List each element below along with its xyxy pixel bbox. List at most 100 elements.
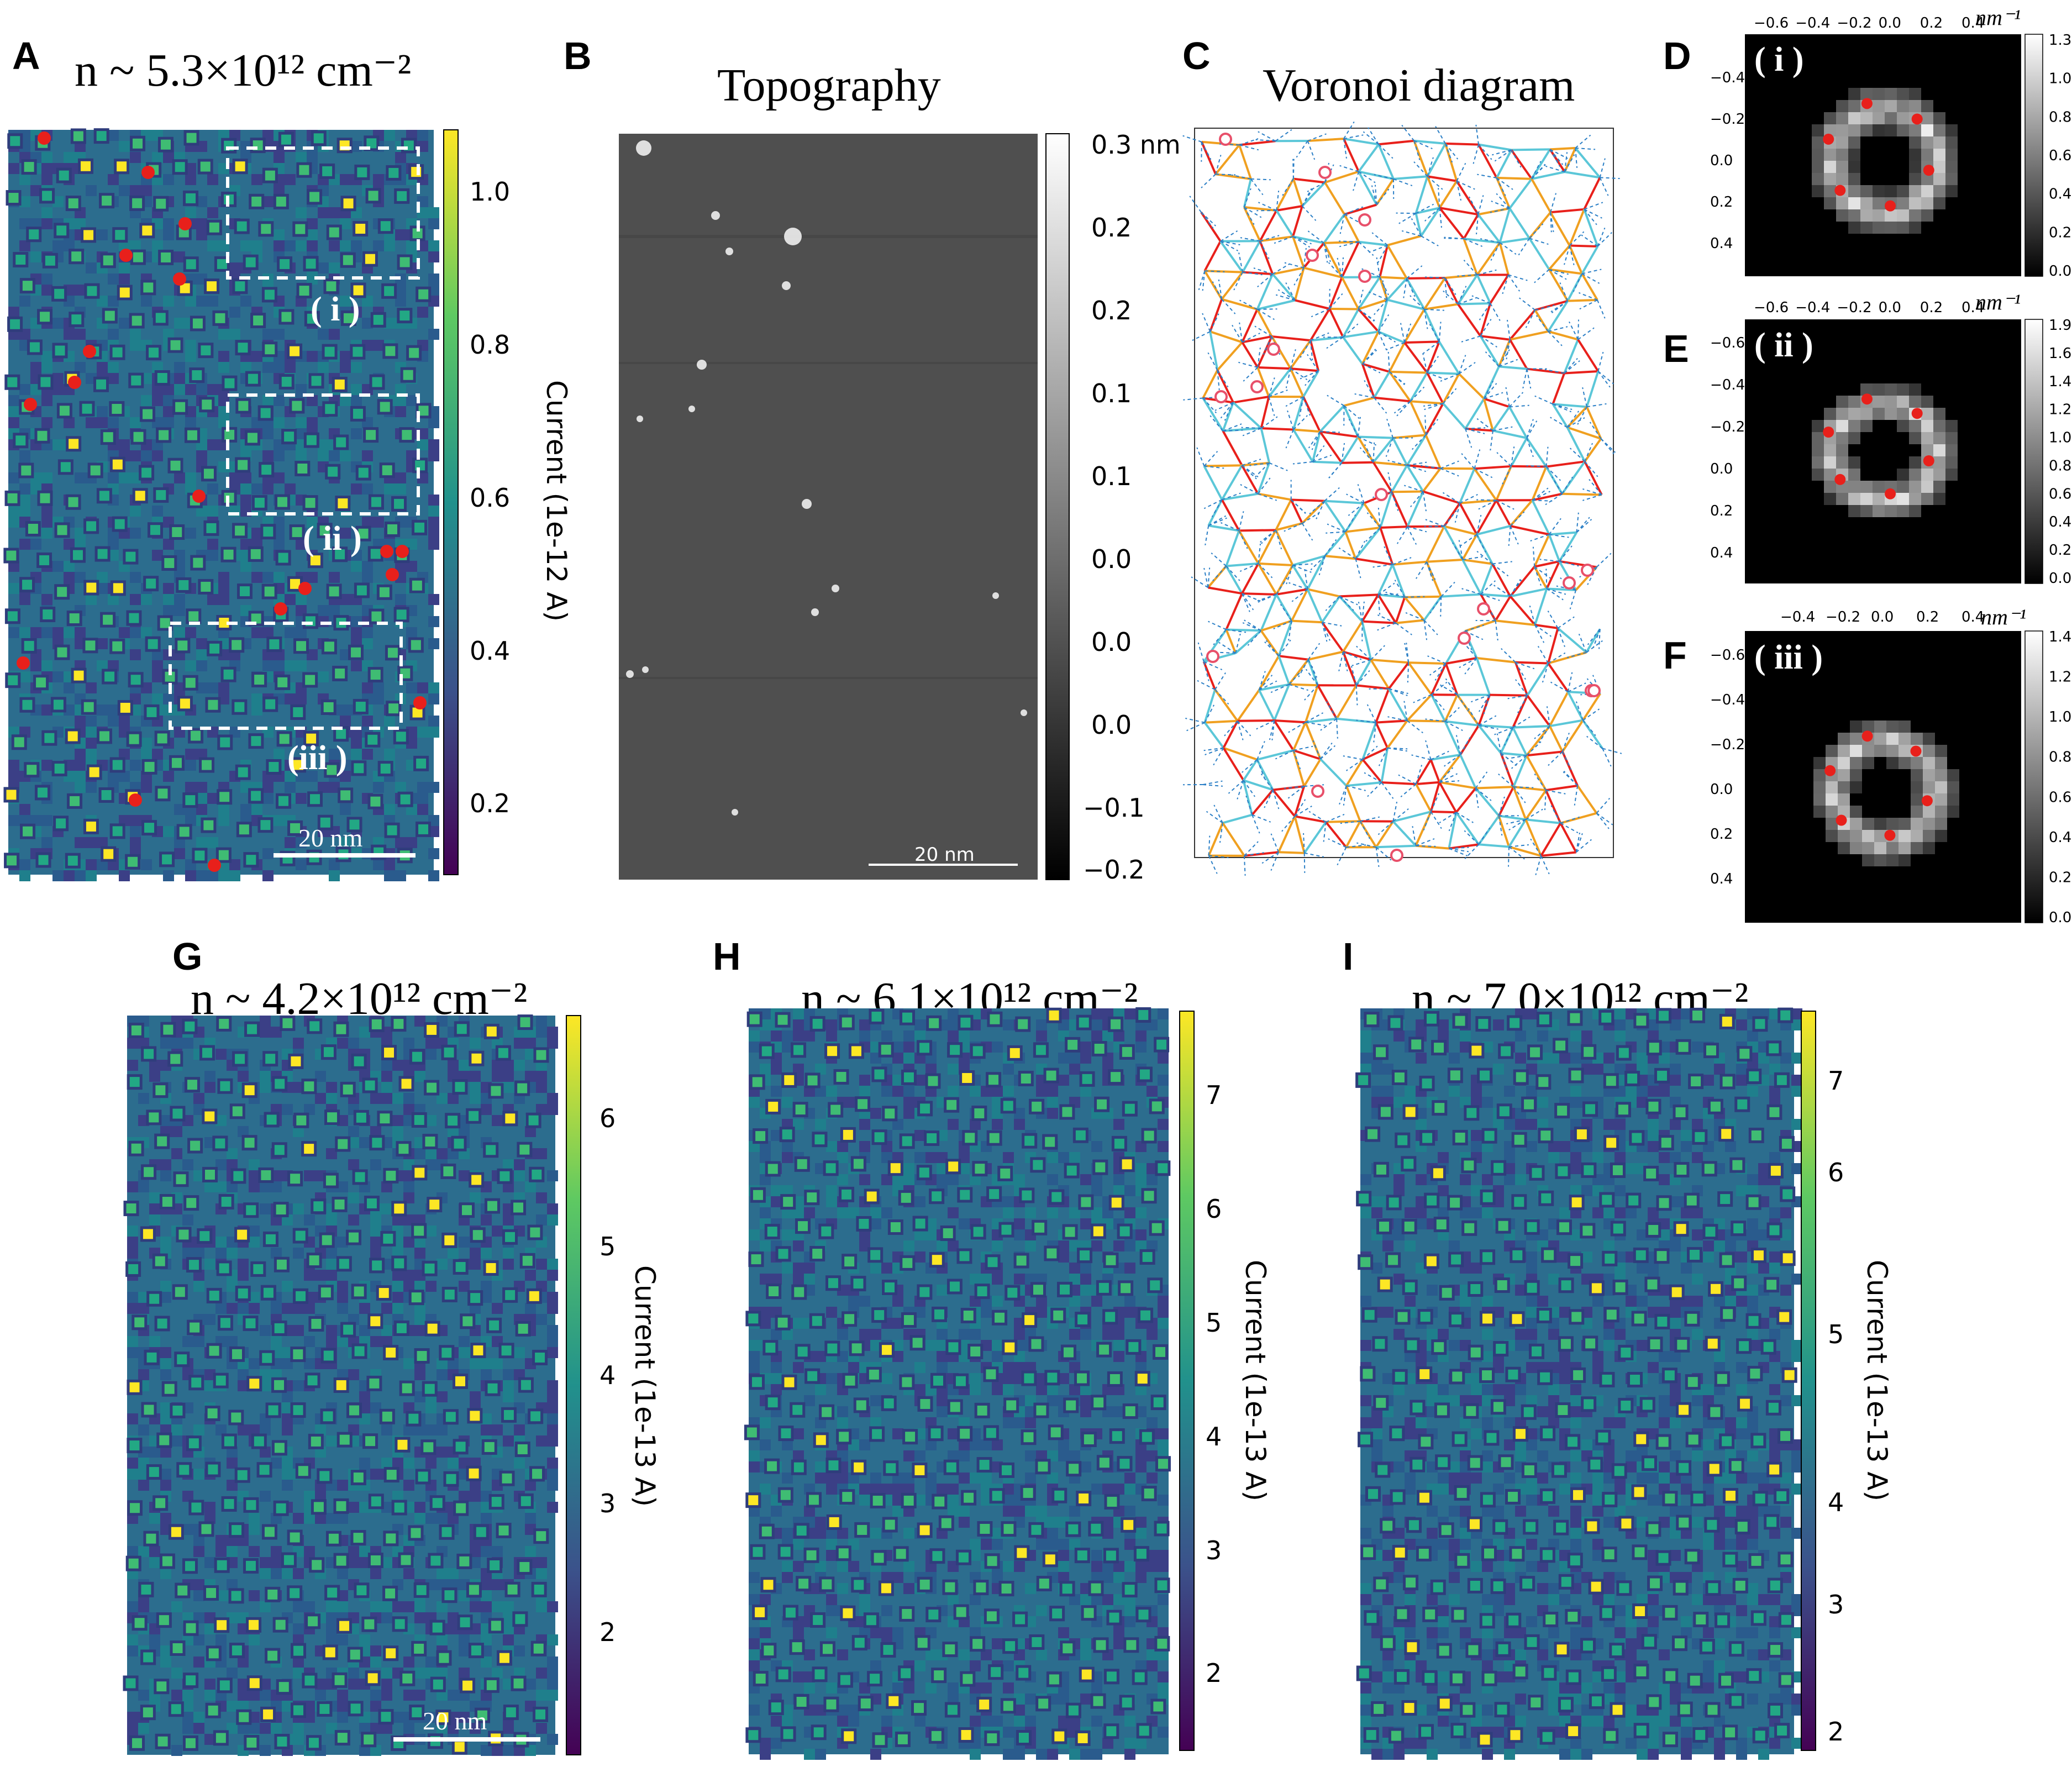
- panel-e-colorbar: [2024, 319, 2043, 584]
- panel-i-colorbar-label: Current (1e-13 A): [1861, 1260, 1893, 1501]
- panel-g-colorbar-label: Current (1e-13 A): [629, 1265, 661, 1507]
- axis-tick-label: −0.6: [1710, 335, 1745, 351]
- panel-d-fft-ring: [1812, 88, 1958, 234]
- panel-h-colorbar: [1179, 1011, 1195, 1751]
- axis-tick-label: −0.6: [1710, 647, 1745, 664]
- axis-tick-label: 0.0: [2049, 263, 2071, 280]
- panel-c-title: Voronoi diagram: [1263, 60, 1575, 111]
- axis-tick-label: 0.4: [1961, 609, 1984, 625]
- panel-c: C Voronoi diagram: [1182, 34, 1622, 876]
- region-label-iii: (iii ): [287, 739, 347, 777]
- panel-i: I n ~ 7.0×10¹² cm⁻² 7 6 5 4 3 2 Current …: [1343, 935, 1893, 1760]
- axis-tick-label: 0.4: [1961, 15, 1984, 31]
- axis-tick-label: 1.6: [2049, 345, 2071, 362]
- axis-tick-label: 0.4: [2049, 514, 2071, 530]
- panel-e-fft-image: [1745, 319, 2021, 583]
- axis-tick-label: 0.0: [1879, 299, 1901, 316]
- axis-tick-label: 0.6: [2049, 148, 2071, 164]
- panel-g-letter: G: [172, 935, 202, 978]
- axis-tick-label: 0.8: [2049, 457, 2071, 474]
- panel-c-voronoi-network: [1182, 121, 1622, 876]
- axis-tick-label: −0.2: [1837, 299, 1871, 316]
- svg-text:0.2: 0.2: [1091, 296, 1132, 325]
- panel-h-current-map: [744, 1007, 1171, 1760]
- axis-tick-label: 0.2: [2049, 224, 2071, 241]
- axis-tick-label: 1.0: [2049, 430, 2071, 446]
- axis-tick-label: 0.4: [1710, 871, 1733, 887]
- panel-i-colorbar-ticks: 7 6 5 4 3 2: [1828, 1066, 1844, 1747]
- axis-tick-label: 0.4: [1710, 545, 1733, 561]
- panel-d-x-ticks: −0.6 −0.4 −0.2 0.0 0.2 0.4: [1754, 15, 1984, 31]
- axis-tick-label: 0.4: [2049, 186, 2071, 203]
- axis-tick-label: 0.0: [1879, 15, 1901, 31]
- svg-text:0.1: 0.1: [1091, 378, 1132, 408]
- axis-tick-label: 1.4: [2049, 374, 2071, 390]
- svg-text:0.0: 0.0: [1091, 710, 1132, 740]
- axis-tick-label: 0.2: [1710, 826, 1733, 843]
- region-box-i: [226, 146, 420, 280]
- svg-text:0.2: 0.2: [1091, 213, 1132, 243]
- axis-tick-label: −0.2: [1710, 419, 1745, 435]
- axis-tick-label: 1.9: [2049, 317, 2071, 334]
- axis-tick-label: 1.3: [2049, 32, 2071, 49]
- svg-text:0.1: 0.1: [1091, 461, 1132, 491]
- svg-text:0.3 nm: 0.3 nm: [1091, 130, 1181, 160]
- panel-h-colorbar-label: Current (1e-13 A): [1239, 1260, 1271, 1501]
- panel-i-current-map: [1355, 1007, 1802, 1760]
- svg-text:−0.2: −0.2: [1083, 855, 1145, 885]
- panel-a-colorbar-ticks: 1.0 0.8 0.6 0.4 0.2: [470, 177, 510, 818]
- svg-text:0.6: 0.6: [470, 483, 510, 513]
- axis-tick-label: −0.2: [1710, 111, 1745, 128]
- panel-d: D ( i ) −0.6 −0.4 −0.2 0.0 0.2 0.4 −0.4 −0.2 0.…: [1663, 5, 2071, 280]
- panel-e-letter: E: [1663, 327, 1689, 370]
- panel-b-letter: B: [564, 34, 592, 77]
- panel-a: A n ~ 5.3×10¹² cm⁻² ( i ) ( ii ) (iii ) …: [3, 34, 572, 881]
- svg-text:0.8: 0.8: [470, 330, 510, 360]
- axis-tick-label: 0.4: [2049, 829, 2071, 846]
- axis-tick-label: −0.6: [1754, 299, 1789, 316]
- axis-tick-label: 0.2: [1916, 609, 1939, 625]
- panel-f-x-ticks: −0.4 −0.2 0.0 0.2 0.4: [1780, 609, 1984, 625]
- axis-tick-label: 0.4: [1961, 299, 1984, 316]
- svg-text:1.0: 1.0: [470, 177, 510, 207]
- panel-e-colorbar-ticks: 1.9 1.6 1.4 1.2 1.0 0.8 0.6 0.4 0.2 0.0: [2049, 317, 2071, 587]
- panel-e-y-ticks: −0.6 −0.4 −0.2 0.0 0.2 0.4: [1710, 335, 1745, 561]
- panel-a-current-map: [3, 128, 439, 881]
- panel-b-scalebar-label: 20 nm: [914, 844, 975, 866]
- panel-g-scalebar-label: 20 nm: [423, 1707, 487, 1735]
- axis-tick-label: 0.0: [1710, 461, 1733, 477]
- axis-tick-label: 0.2: [1710, 503, 1733, 519]
- axis-tick-label: −0.6: [1754, 15, 1789, 31]
- panel-f-unit: nm⁻¹: [1981, 604, 2026, 629]
- axis-tick-label: 0.6: [2049, 789, 2071, 806]
- panel-b-colorbar-ticks: 0.3 nm 0.2 0.2 0.1 0.1 0.0 0.0 0.0 −0.1 …: [1083, 130, 1181, 885]
- panel-f-letter: F: [1663, 634, 1687, 677]
- axis-tick-label: 1.2: [2049, 402, 2071, 418]
- axis-tick-label: 1.0: [2049, 709, 2071, 725]
- panel-f-roman: ( iii ): [1754, 639, 1823, 676]
- axis-tick-label: −0.4: [1710, 377, 1745, 393]
- axis-tick-label: −0.4: [1795, 299, 1830, 316]
- panel-c-letter: C: [1182, 34, 1211, 77]
- panel-a-title: n ~ 5.3×10¹² cm⁻²: [75, 45, 411, 96]
- svg-text:0.0: 0.0: [1091, 544, 1132, 574]
- panel-e-unit: nm⁻¹: [1975, 290, 2021, 314]
- panel-d-colorbar: [2024, 34, 2043, 277]
- panel-g-colorbar: [566, 1015, 581, 1755]
- panel-f: F ( iii ) −0.4 −0.2 0.0 0.2 0.4 −0.6 −0.4 −0.2…: [1663, 604, 2071, 926]
- panel-i-letter: I: [1343, 935, 1353, 978]
- panel-a-letter: A: [12, 34, 40, 77]
- axis-tick-label: 0.2: [1920, 299, 1943, 316]
- panel-a-colorbar: [443, 129, 459, 875]
- axis-tick-label: 0.2: [1920, 15, 1943, 31]
- axis-tick-label: 0.8: [2049, 109, 2071, 125]
- panel-f-y-ticks: −0.6 −0.4 −0.2 0.0 0.2 0.4: [1710, 647, 1745, 887]
- panel-f-fft-ring: [1813, 721, 1959, 866]
- svg-text:0.0: 0.0: [1091, 627, 1132, 657]
- panel-e-roman: ( ii ): [1754, 327, 1813, 364]
- panel-h: H n ~ 6.1×10¹² cm⁻² 7 6 5 4 3 2 Current …: [713, 935, 1271, 1760]
- panel-e-fft-ring: [1812, 383, 1958, 517]
- panel-e-x-ticks: −0.6 −0.4 −0.2 0.0 0.2 0.4: [1754, 299, 1984, 316]
- panel-g: G n ~ 4.2×10¹² cm⁻² 20 nm 6 5 4 3 2 Curr…: [123, 935, 661, 1756]
- panel-g-current-map: [123, 1014, 558, 1756]
